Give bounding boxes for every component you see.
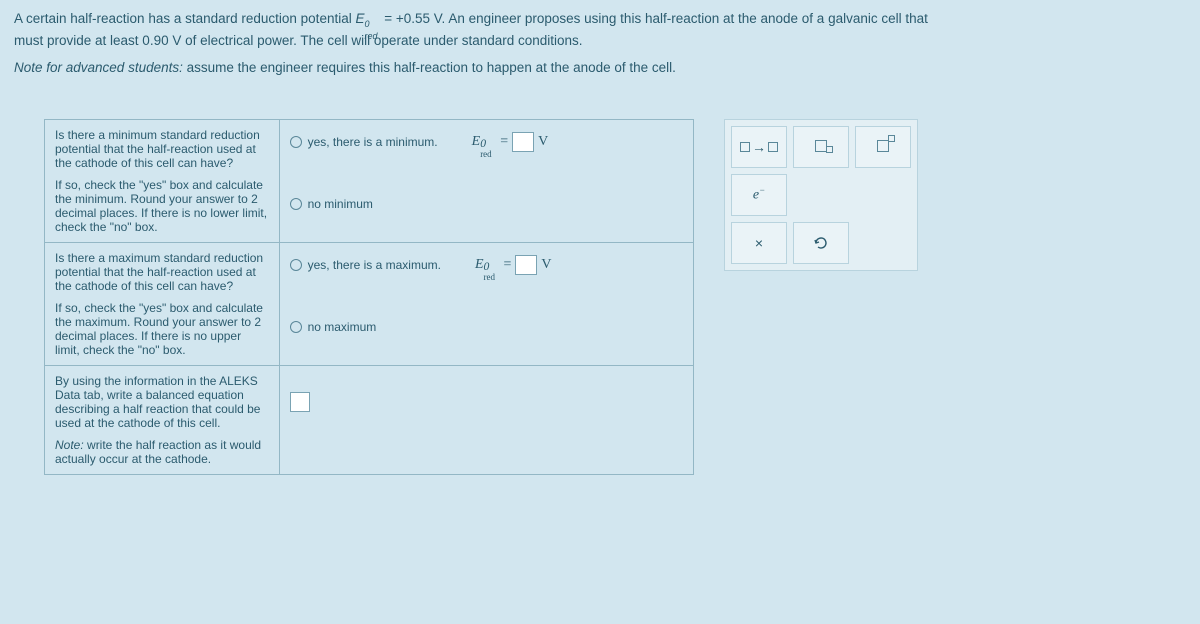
text-part-1: A certain half-reaction has a standard r… <box>14 11 355 26</box>
text-part-2: = +0.55 V. An engineer proposes using th… <box>384 11 928 26</box>
content-area: Is there a minimum standard reduction po… <box>0 89 1200 475</box>
q1-no-radio[interactable] <box>290 198 302 210</box>
q2-prompt-cell: Is there a maximum standard reduction po… <box>45 242 280 365</box>
q2-yes-radio[interactable] <box>290 259 302 271</box>
q3-text-2: Note: write the half reaction as it woul… <box>55 438 269 466</box>
tool-palette: → e− × <box>724 119 918 271</box>
subscript-icon <box>815 139 827 155</box>
q1-yes-cell: yes, there is a minimum. E0red = V <box>279 119 693 185</box>
q1-text-1: Is there a minimum standard reduction po… <box>55 128 269 170</box>
formula-e2: E <box>475 257 484 272</box>
q1-yes-label: yes, there is a minimum. <box>308 135 438 149</box>
q2-text-1: Is there a maximum standard reduction po… <box>55 251 269 293</box>
q1-yes-radio[interactable] <box>290 136 302 148</box>
q2-text-2: If so, check the "yes" box and calculate… <box>55 301 269 357</box>
q3-prompt-cell: By using the information in the ALEKS Da… <box>45 365 280 474</box>
q2-yes-cell: yes, there is a maximum. E0red = V <box>279 242 693 308</box>
palette-superscript-btn[interactable] <box>855 126 911 168</box>
box-icon <box>768 142 778 152</box>
times-icon: × <box>755 235 763 251</box>
q2-formula: E0red = V <box>475 255 552 275</box>
formula-sub: red <box>480 149 492 159</box>
palette-reset-btn[interactable] <box>793 222 849 264</box>
electron-icon: e− <box>753 185 765 204</box>
note-text: assume the engineer requires this half-r… <box>183 60 676 75</box>
palette-clear-btn[interactable]: × <box>731 222 787 264</box>
note-label: Note for advanced students: <box>14 60 183 75</box>
q1-value-input[interactable] <box>512 132 534 152</box>
formula-e: E <box>472 134 481 149</box>
palette-subscript-btn[interactable] <box>793 126 849 168</box>
formula-eq2: = <box>504 257 512 273</box>
q2-no-label: no maximum <box>308 320 377 334</box>
reset-icon <box>812 234 830 252</box>
formula-sub2: red <box>484 272 496 282</box>
header-line-2: must provide at least 0.90 V of electric… <box>14 30 1186 52</box>
header-line-1: A certain half-reaction has a standard r… <box>14 8 1186 30</box>
q2-no-radio[interactable] <box>290 321 302 333</box>
superscript-icon <box>877 139 889 155</box>
question-table: Is there a minimum standard reduction po… <box>44 119 694 475</box>
q3-equation-input[interactable] <box>290 392 310 412</box>
note-line: Note for advanced students: assume the e… <box>14 57 1186 79</box>
arrow-icon: → <box>752 139 766 155</box>
e-red-formula: E0red <box>355 11 380 26</box>
q2-no-cell: no maximum <box>279 308 693 365</box>
q1-text-2: If so, check the "yes" box and calculate… <box>55 178 269 234</box>
q2-value-input[interactable] <box>515 255 537 275</box>
q1-no-label: no minimum <box>308 197 373 211</box>
formula-v: V <box>538 134 548 150</box>
q2-yes-label: yes, there is a maximum. <box>308 258 441 272</box>
palette-electron-btn[interactable]: e− <box>731 174 787 216</box>
q1-formula: E0red = V <box>472 132 549 152</box>
palette-arrow-btn[interactable]: → <box>731 126 787 168</box>
q1-prompt-cell: Is there a minimum standard reduction po… <box>45 119 280 242</box>
q3-text-1: By using the information in the ALEKS Da… <box>55 374 269 430</box>
q3-answer-cell <box>279 365 693 474</box>
problem-statement: A certain half-reaction has a standard r… <box>0 0 1200 89</box>
q1-no-cell: no minimum <box>279 185 693 242</box>
box-icon <box>740 142 750 152</box>
formula-v2: V <box>541 257 551 273</box>
formula-eq: = <box>500 134 508 150</box>
